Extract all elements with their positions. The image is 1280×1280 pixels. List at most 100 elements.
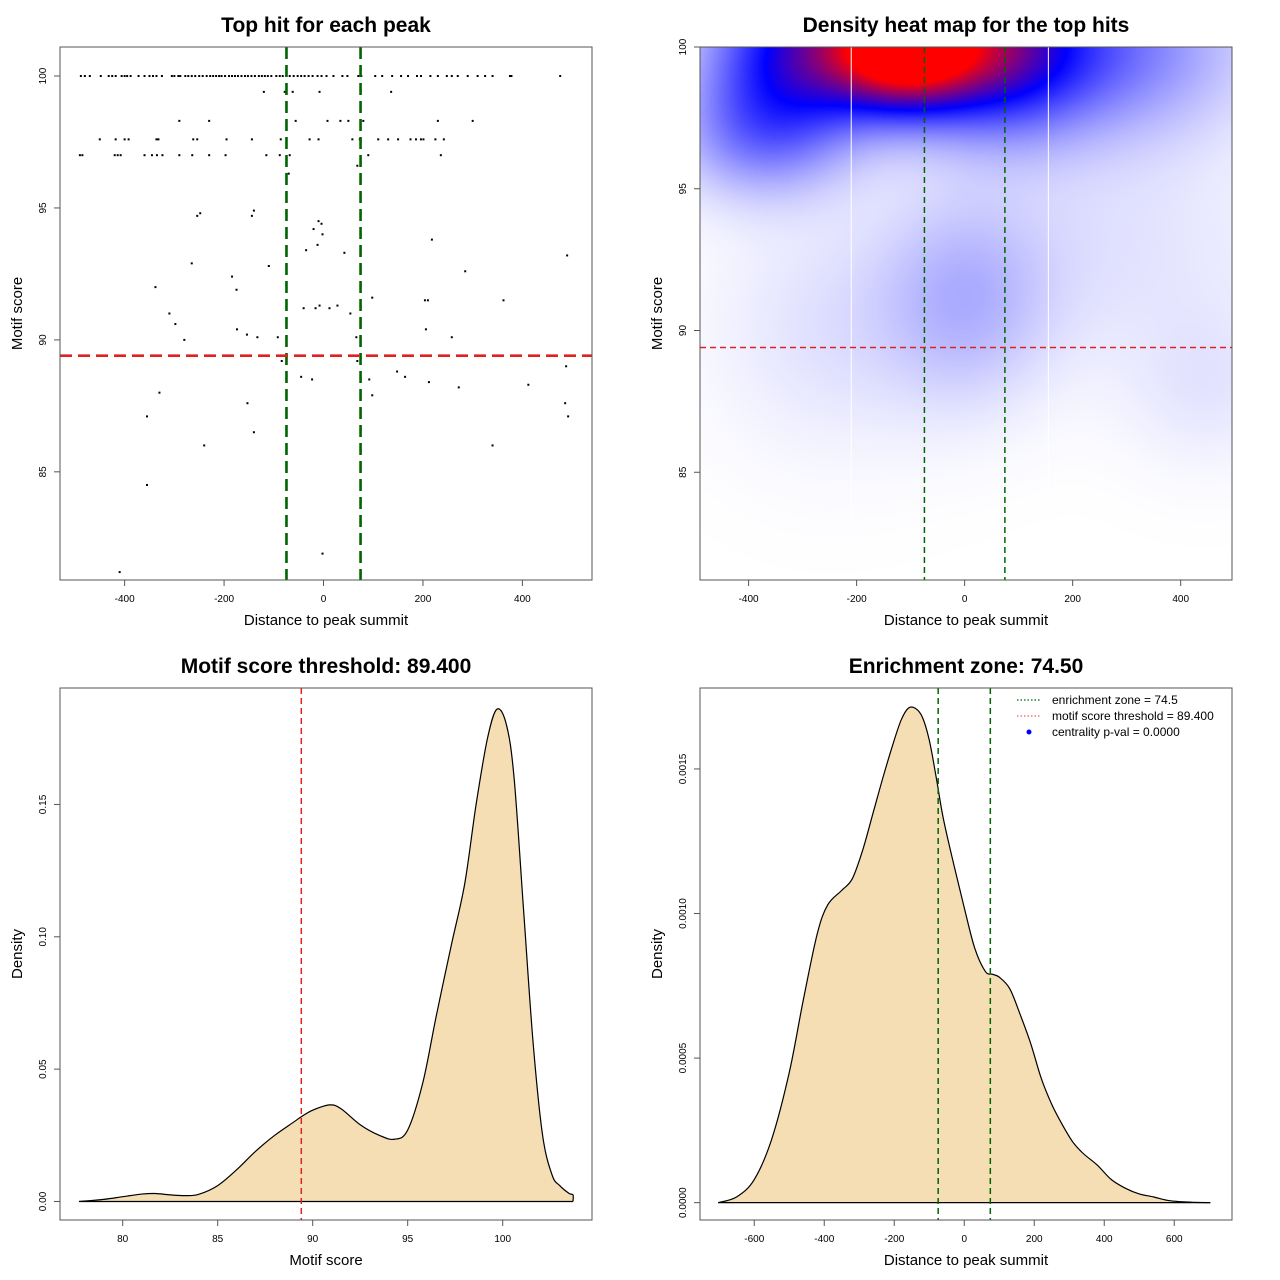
- chart-panel-score-density: 80 85 90 95 100 0.00 0.05 0.10 0.15 Motif score t…: [9, 655, 593, 1269]
- plot-area: [60, 47, 592, 580]
- scatter-point: [279, 138, 282, 141]
- scatter-point: [456, 75, 459, 78]
- plot-frame: [699, 46, 1233, 581]
- scatter-point: [316, 243, 319, 246]
- x-axis-label: Motif score: [289, 1252, 362, 1269]
- x-tick-label: -200: [847, 594, 867, 605]
- scatter-point: [407, 75, 410, 78]
- scatter-point: [146, 484, 149, 487]
- scatter-point: [415, 75, 418, 78]
- scatter-point: [190, 262, 193, 265]
- y-tick-label: 100: [38, 67, 49, 84]
- scatter-point: [326, 119, 329, 122]
- scatter-point: [209, 75, 212, 78]
- plot-area: [718, 688, 1211, 1220]
- scatter-point: [566, 254, 569, 257]
- scatter-point: [471, 119, 474, 122]
- scatter-point: [311, 75, 314, 78]
- x-tick-label: 200: [1026, 1234, 1043, 1245]
- x-tick-label: 600: [1166, 1234, 1183, 1245]
- scatter-point: [231, 75, 234, 78]
- scatter-point: [565, 365, 568, 368]
- scatter-point: [192, 138, 195, 141]
- scatter-point: [78, 154, 81, 157]
- scatter-point: [445, 75, 448, 78]
- scatter-point: [508, 75, 511, 78]
- scatter-point: [367, 154, 370, 157]
- scatter-point: [79, 75, 82, 78]
- scatter-point: [559, 75, 562, 78]
- y-axis-label: Density: [649, 928, 666, 979]
- scatter-point: [351, 138, 354, 141]
- scatter-point: [305, 249, 308, 252]
- y-tick-label: 0.10: [38, 927, 49, 947]
- scatter-point: [150, 154, 153, 157]
- scatter-point: [118, 571, 121, 574]
- scatter-point: [397, 138, 400, 141]
- x-tick-label: 90: [307, 1234, 319, 1245]
- scatter-point: [191, 154, 194, 157]
- scatter-point: [439, 154, 442, 157]
- x-tick-label: 200: [1064, 594, 1081, 605]
- y-tick-label: 0.15: [38, 794, 49, 814]
- scatter-point: [294, 119, 297, 122]
- scatter-point: [476, 75, 479, 78]
- scatter-point: [316, 75, 319, 78]
- scatter-point: [178, 119, 181, 122]
- scatter-point: [114, 138, 117, 141]
- scatter-point: [178, 154, 181, 157]
- scatter-point: [387, 138, 390, 141]
- scatter-point: [212, 75, 215, 78]
- scatter-point: [346, 75, 349, 78]
- scatter-point: [400, 75, 403, 78]
- scatter-point: [127, 138, 130, 141]
- x-tick-label: 200: [415, 594, 432, 605]
- scatter-point: [215, 75, 218, 78]
- scatter-point: [381, 75, 384, 78]
- scatter-point: [177, 75, 180, 78]
- scatter-point: [343, 251, 346, 254]
- scatter-point: [341, 75, 344, 78]
- scatter-point: [243, 75, 246, 78]
- scatter-point: [320, 222, 323, 225]
- scatter-point: [253, 75, 256, 78]
- scatter-point: [154, 286, 157, 289]
- x-tick-label: 85: [212, 1234, 224, 1245]
- x-tick-label: -200: [884, 1234, 904, 1245]
- scatter-point: [234, 75, 237, 78]
- scatter-point: [173, 75, 176, 78]
- density-curve: [718, 706, 1211, 1204]
- y-axis-label: Motif score: [649, 277, 666, 350]
- y-tick-label: 100: [678, 38, 689, 55]
- scatter-point: [111, 75, 114, 78]
- scatter-point: [307, 75, 310, 78]
- y-axis-label: Density: [9, 928, 26, 979]
- scatter-point: [404, 375, 407, 378]
- scatter-point: [123, 138, 126, 141]
- scatter-point: [208, 154, 211, 157]
- legend-entry: motif score threshold = 89.400: [1052, 709, 1214, 723]
- scatter-point: [262, 90, 265, 93]
- scatter-point: [450, 75, 453, 78]
- scatter-point: [434, 138, 437, 141]
- scatter-point: [168, 312, 171, 315]
- scatter-point: [246, 402, 249, 405]
- scatter-point: [265, 154, 268, 157]
- scatter-point: [491, 444, 494, 447]
- scatter-point: [187, 75, 190, 78]
- scatter-point: [225, 138, 228, 141]
- scatter-point: [374, 75, 377, 78]
- x-tick-label: -400: [115, 594, 135, 605]
- chart-title: Density heat map for the top hits: [803, 14, 1130, 37]
- scatter-point: [250, 75, 253, 78]
- scatter-point: [252, 209, 255, 212]
- scatter-point: [107, 75, 110, 78]
- scatter-point: [250, 214, 253, 217]
- scatter-point: [510, 75, 513, 78]
- scatter-point: [236, 328, 239, 331]
- scatter-point: [355, 336, 358, 339]
- scatter-point: [368, 378, 371, 381]
- scatter-point: [256, 336, 259, 339]
- scatter-point: [464, 270, 467, 273]
- plot-frame: [59, 687, 593, 1221]
